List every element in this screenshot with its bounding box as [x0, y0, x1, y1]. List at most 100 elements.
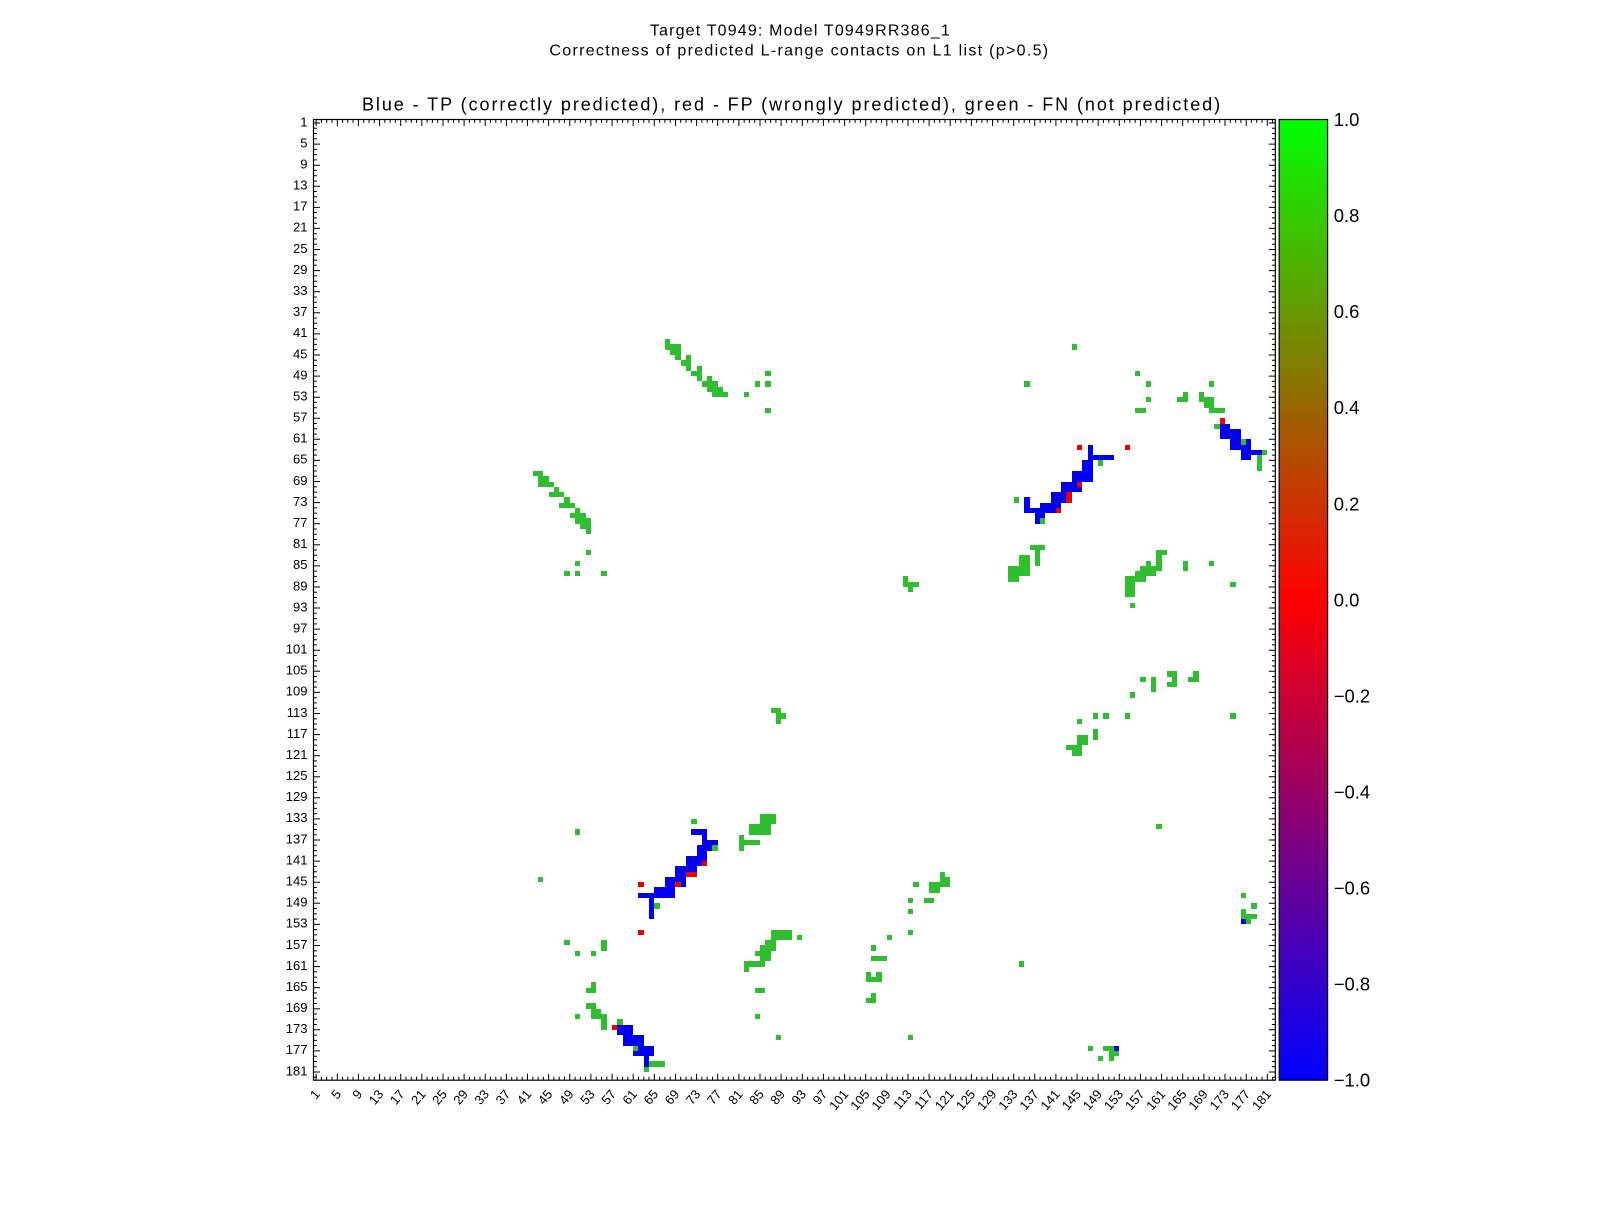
svg-text:21: 21: [408, 1087, 429, 1108]
svg-text:149: 149: [286, 895, 308, 910]
svg-text:57: 57: [293, 410, 307, 425]
svg-text:101: 101: [286, 642, 308, 657]
svg-text:153: 153: [1101, 1087, 1126, 1113]
svg-text:45: 45: [293, 346, 307, 361]
svg-text:Blue - TP (correctly predicted: Blue - TP (correctly predicted), red - F…: [362, 95, 1222, 115]
svg-text:121: 121: [286, 747, 308, 762]
svg-text:129: 129: [286, 789, 308, 804]
svg-text:125: 125: [286, 768, 308, 783]
svg-text:−0.4: −0.4: [1334, 782, 1370, 803]
svg-text:0.4: 0.4: [1334, 397, 1360, 418]
svg-text:0.6: 0.6: [1334, 301, 1360, 322]
svg-text:1.0: 1.0: [1334, 109, 1360, 130]
svg-text:93: 93: [293, 599, 307, 614]
svg-text:173: 173: [1206, 1087, 1231, 1113]
svg-text:−0.6: −0.6: [1334, 878, 1370, 899]
svg-text:Target T0949: Model T0949RR386: Target T0949: Model T0949RR386_1: [650, 22, 951, 39]
svg-text:−1.0: −1.0: [1334, 1070, 1370, 1091]
svg-text:133: 133: [286, 810, 308, 825]
svg-text:129: 129: [974, 1087, 999, 1113]
svg-text:33: 33: [293, 283, 307, 298]
svg-text:89: 89: [293, 578, 307, 593]
svg-text:41: 41: [293, 325, 307, 340]
svg-text:165: 165: [286, 979, 308, 994]
svg-text:−0.8: −0.8: [1334, 974, 1370, 995]
svg-text:53: 53: [577, 1087, 598, 1108]
svg-text:133: 133: [995, 1087, 1020, 1113]
svg-text:5: 5: [300, 135, 307, 150]
svg-text:85: 85: [746, 1087, 767, 1108]
svg-text:0.2: 0.2: [1334, 493, 1360, 514]
svg-text:77: 77: [704, 1087, 725, 1108]
svg-text:149: 149: [1080, 1087, 1105, 1113]
svg-text:157: 157: [1122, 1087, 1147, 1113]
svg-text:181: 181: [286, 1063, 308, 1078]
svg-text:85: 85: [293, 557, 307, 572]
svg-text:109: 109: [286, 684, 308, 699]
svg-text:41: 41: [514, 1087, 535, 1108]
svg-text:9: 9: [349, 1087, 365, 1102]
svg-text:141: 141: [1037, 1087, 1062, 1113]
svg-text:145: 145: [286, 874, 308, 889]
svg-text:177: 177: [1228, 1087, 1253, 1113]
svg-text:49: 49: [556, 1087, 577, 1108]
svg-text:61: 61: [293, 431, 307, 446]
svg-text:49: 49: [293, 367, 307, 382]
svg-text:21: 21: [293, 220, 307, 235]
svg-text:61: 61: [619, 1087, 640, 1108]
svg-text:93: 93: [788, 1087, 809, 1108]
svg-text:161: 161: [1143, 1087, 1168, 1113]
svg-text:137: 137: [286, 831, 308, 846]
svg-text:−0.2: −0.2: [1334, 685, 1370, 706]
svg-text:25: 25: [429, 1087, 450, 1108]
svg-text:29: 29: [293, 262, 307, 277]
svg-text:77: 77: [293, 515, 307, 530]
svg-text:17: 17: [387, 1087, 408, 1108]
svg-text:181: 181: [1249, 1087, 1274, 1113]
svg-text:109: 109: [868, 1087, 893, 1113]
svg-text:105: 105: [286, 663, 308, 678]
svg-text:1: 1: [307, 1087, 323, 1102]
svg-text:Correctness of predicted L-ran: Correctness of predicted L-range contact…: [549, 43, 1049, 60]
svg-text:0.8: 0.8: [1334, 205, 1360, 226]
svg-text:113: 113: [287, 705, 308, 720]
svg-text:169: 169: [1185, 1087, 1210, 1113]
svg-text:69: 69: [293, 473, 307, 488]
svg-text:9: 9: [300, 157, 307, 172]
svg-text:81: 81: [725, 1087, 746, 1108]
svg-text:13: 13: [366, 1087, 387, 1108]
svg-text:125: 125: [953, 1087, 978, 1113]
svg-text:137: 137: [1016, 1087, 1041, 1113]
svg-text:153: 153: [286, 916, 308, 931]
svg-text:65: 65: [640, 1087, 661, 1108]
svg-text:117: 117: [911, 1087, 936, 1113]
svg-text:73: 73: [293, 494, 307, 509]
svg-text:25: 25: [293, 241, 307, 256]
svg-text:177: 177: [286, 1042, 308, 1057]
svg-text:0.0: 0.0: [1334, 589, 1360, 610]
svg-text:57: 57: [598, 1087, 619, 1108]
svg-text:113: 113: [890, 1087, 915, 1113]
svg-text:81: 81: [293, 536, 307, 551]
svg-text:101: 101: [826, 1087, 851, 1113]
svg-text:17: 17: [293, 199, 307, 214]
svg-text:165: 165: [1164, 1087, 1189, 1113]
svg-text:73: 73: [683, 1087, 704, 1108]
svg-text:141: 141: [286, 852, 308, 867]
svg-text:29: 29: [450, 1087, 471, 1108]
svg-text:89: 89: [767, 1087, 788, 1108]
svg-text:1: 1: [300, 114, 307, 129]
svg-text:169: 169: [286, 1000, 308, 1015]
svg-text:97: 97: [293, 620, 307, 635]
svg-text:117: 117: [287, 726, 308, 741]
svg-text:69: 69: [662, 1087, 683, 1108]
svg-text:65: 65: [293, 452, 307, 467]
svg-text:161: 161: [286, 958, 308, 973]
svg-text:121: 121: [932, 1087, 957, 1113]
svg-text:13: 13: [293, 178, 307, 193]
svg-text:37: 37: [493, 1087, 514, 1108]
svg-text:33: 33: [471, 1087, 492, 1108]
svg-text:173: 173: [286, 1021, 308, 1036]
svg-text:5: 5: [328, 1087, 344, 1102]
svg-text:157: 157: [286, 937, 308, 952]
